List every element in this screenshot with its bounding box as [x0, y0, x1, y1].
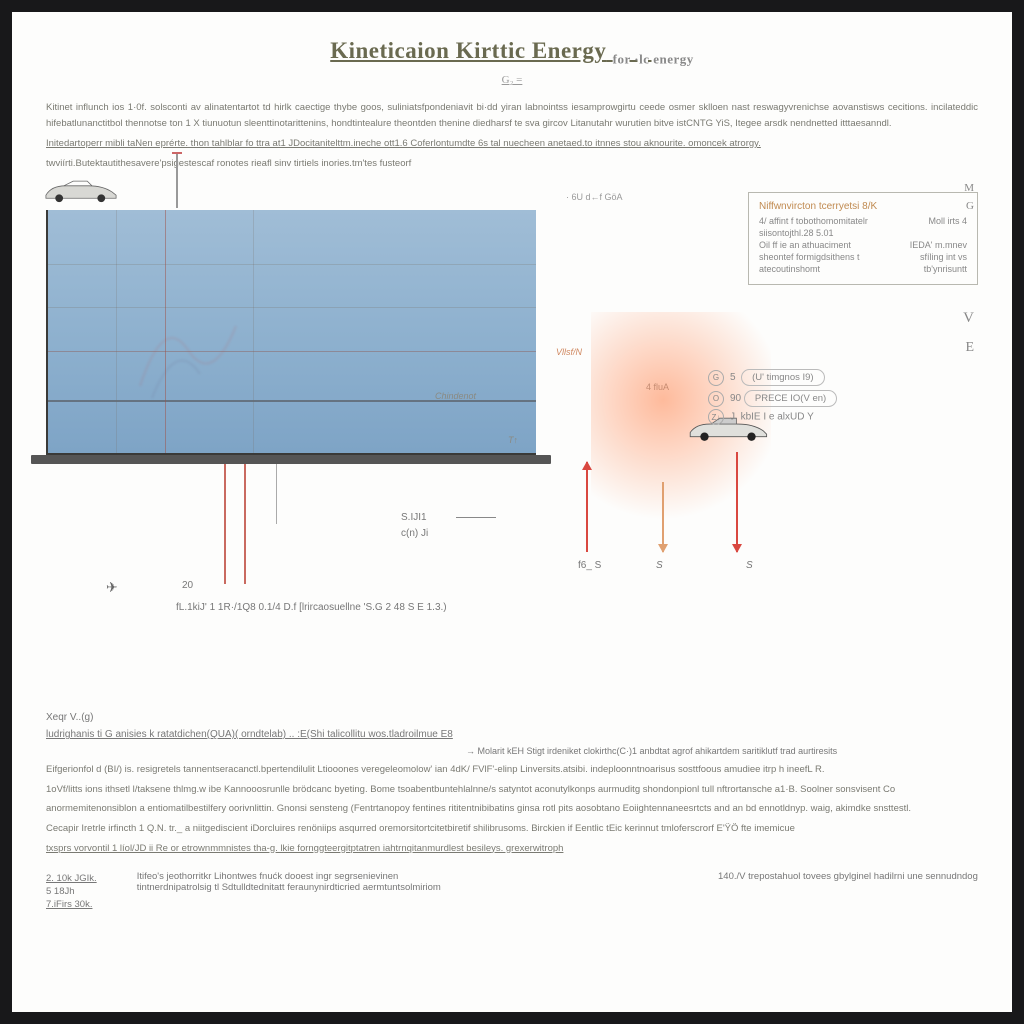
tick-s1: S [656, 560, 663, 571]
diagram-zone: Chindenot T↑ · 6U d←f GöA Vllsf/N 4 fluA… [46, 182, 978, 652]
lbl-V: V [963, 310, 974, 327]
val-dash [456, 517, 496, 518]
grid-v1 [116, 210, 117, 453]
grid-v3 [253, 210, 254, 453]
fl-2: 7.iFirs 30k. [46, 899, 97, 910]
bottom-p4: Cecapir Iretrle irfincth 1 Q.N. tr._ a n… [46, 821, 978, 838]
info-row-1: siisontojthl.28 5.01 [759, 228, 967, 238]
info-box: Niffwnvircton tcerryetsi 8/K 4/ affint f… [748, 192, 978, 285]
eq-c1: G [708, 370, 724, 386]
eq-line-1: G5 (U' timgnos I9) [708, 367, 968, 388]
chart-base [31, 455, 551, 464]
arrow-red-up [586, 462, 588, 552]
intro-p2-text: Initedartoperr mibli taNen eprérte. thon… [46, 138, 761, 149]
arrow-red-down [736, 452, 738, 552]
eq-text-3: kbIE I e alxUD Y [741, 412, 814, 423]
info-row-0: 4/ affint f tobothomomitatelrMoll irts 4 [759, 216, 967, 226]
car-left [42, 178, 120, 203]
eq-line-3: Z↓J kbIE I e alxUD Y [708, 409, 968, 425]
eq-c2: O [708, 391, 724, 407]
eq-line-2: O90 PRECE IO(V en) [708, 388, 968, 409]
footer-columns: 2. 10k JGIk. 5 18Jh 7.iFirs 30k. Itifeo'… [46, 871, 978, 912]
bottom-p5: txsprs vorvontil 1 líol/JD ii Re or etro… [46, 841, 978, 858]
eq-pill-2: PRECE IO(V en) [744, 390, 837, 407]
grid-h3 [48, 351, 536, 352]
drop-line-1 [224, 464, 226, 584]
equation-list: G5 (U' timgnos I9) O90 PRECE IO(V en) Z↓… [708, 367, 968, 425]
chart-center-label: Chindenot [435, 391, 476, 401]
physics-page: Kineticaion Kirttic Energy for ·lc energ… [12, 12, 1012, 1012]
lead-2: ludrighanis ti G anisies k ratatdichen(Q… [46, 729, 978, 740]
intro-p3: twviírti.Butektautithesavere'psigestesca… [46, 156, 978, 172]
arrow-orange [662, 482, 664, 552]
footer-right: 140./V trepostahuol tovees gbylginel had… [718, 871, 978, 912]
footer-mid: Itifeo's jeothorritkr Lihontwes fnućk do… [137, 871, 678, 912]
chart-tick-label: T↑ [508, 435, 518, 445]
val-s1: S.IJI1 [401, 512, 427, 523]
ghost-trace [128, 290, 248, 410]
annot-a1: · 6U d←f GöA [566, 192, 623, 202]
drop-line-2 [244, 464, 246, 584]
fm-0: Itifeo's jeothorritkr Lihontwes fnućk do… [137, 871, 678, 882]
intro-p2: Initedartoperr mibli taNen eprérte. thon… [46, 136, 978, 152]
val-s2: c(n) Ji [401, 528, 428, 539]
chart-container: Chindenot T↑ [46, 210, 536, 464]
tick-s2: S [746, 560, 753, 571]
tick-sequence: fL.1kiJ' 1 1R·/1Q8 0.1/4 D.f [lrircaosue… [176, 602, 816, 613]
lead-1: Xeqr V..(g) [46, 712, 978, 723]
grid-h1 [48, 264, 536, 265]
grid-h2 [48, 307, 536, 308]
bottom-p2: 1oVf/litts ions ithsetl l/taksene thlmg.… [46, 782, 978, 799]
lbl-E: E [965, 340, 974, 356]
title-subscript: for ·lc energy [613, 52, 694, 67]
title-text: Kineticaion Kirttic Energy [330, 38, 606, 63]
info-row-3: sheontef formigdsithens tsfíling int vs [759, 252, 967, 262]
fl-1: 5 18Jh [46, 886, 97, 897]
page-title: Kineticaion Kirttic Energy for ·lc energ… [46, 38, 978, 68]
info-row-2: Oil ff ie an athuacimentIEDA' m.mnev [759, 240, 967, 250]
bottom-text: Xeqr V..(g) ludrighanis ti G anisies k r… [46, 712, 978, 912]
eq-pill-1: (U' timgnos I9) [741, 369, 824, 386]
intro-block: Kitinet influnch ios 1·0f. solsconti av … [46, 100, 978, 173]
infobox-header: Niffwnvircton tcerryetsi 8/K [759, 201, 967, 212]
energy-chart: Chindenot T↑ [46, 210, 536, 455]
drop-line-3 [276, 464, 277, 524]
bottom-p1: Eifgerionfol d (BI/) is. resigretels tan… [46, 762, 978, 779]
antenna-marker [176, 154, 178, 208]
annot-a3: 4 fluA [646, 382, 669, 392]
info-row-4: atecoutinshomttb'ynrisuntt [759, 264, 967, 274]
tick-20: 20 [182, 580, 193, 591]
bottom-p3: anormemitenonsiblon a entiomatilbestilfe… [46, 801, 978, 818]
lead-3: → Molarit kEH Stigt irdeniket clokirthc(… [466, 746, 978, 756]
annot-a2: Vllsf/N [556, 347, 582, 357]
antenna-tip [172, 152, 182, 154]
tick-fs: f6_ S [578, 560, 601, 571]
intro-p1: Kitinet influnch ios 1·0f. solsconti av … [46, 100, 978, 132]
footer-left: 2. 10k JGIk. 5 18Jh 7.iFirs 30k. [46, 871, 97, 912]
plane-icon: ✈ [106, 580, 118, 597]
fm-1: tintnerdnipatrolsig tl Sdtulldtednitatt … [137, 882, 678, 893]
subtitle-formula: G₂ = [46, 74, 978, 86]
eq-c3: Z↓ [708, 409, 724, 425]
fl-0: 2. 10k JGIk. [46, 873, 97, 884]
